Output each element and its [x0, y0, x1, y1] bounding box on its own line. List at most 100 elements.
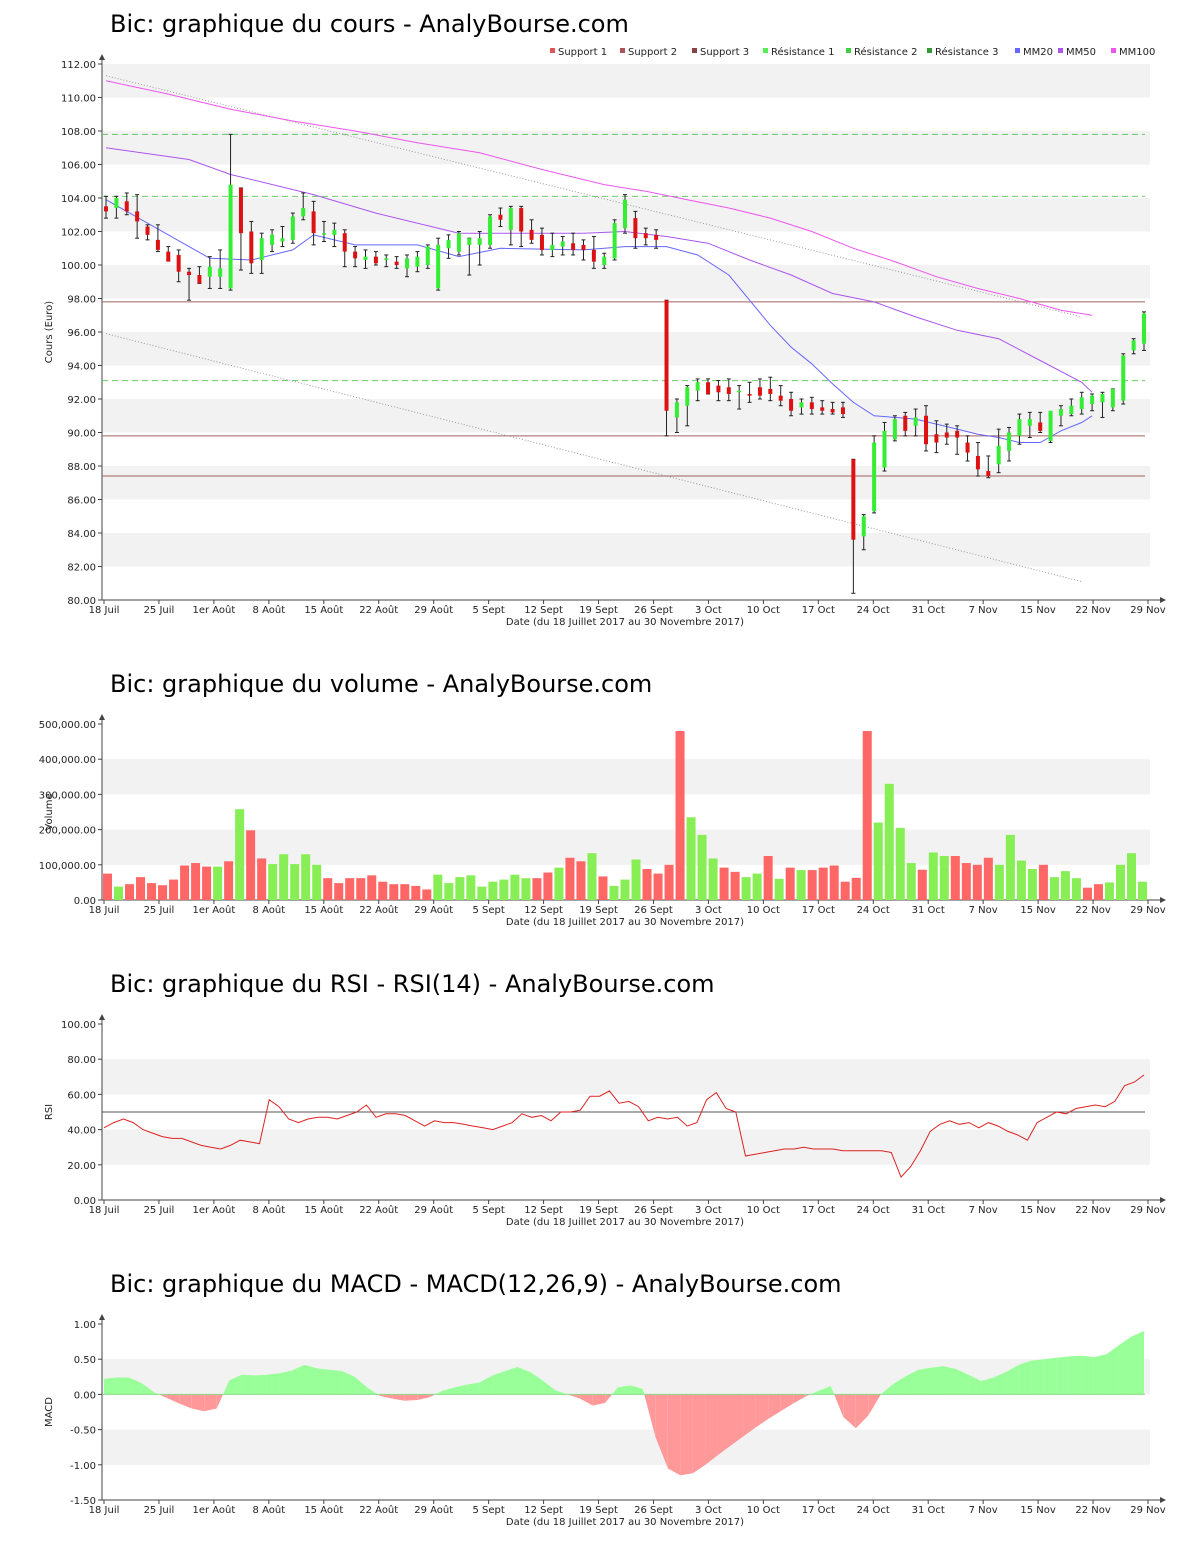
volume-bar	[334, 883, 344, 900]
rsi-xtick-label: 1er Août	[192, 1204, 235, 1216]
legend-swatch	[763, 48, 768, 53]
macd-area-segment	[367, 1387, 378, 1395]
macd-area-segment	[868, 1394, 881, 1416]
price-xtick-label: 10 Oct	[747, 605, 780, 616]
candle-body	[405, 258, 410, 269]
candle-body	[706, 382, 711, 394]
volume-bar	[103, 873, 113, 900]
macd-area-segment	[755, 1394, 769, 1428]
volume-bar	[796, 870, 806, 900]
candle-body	[872, 442, 877, 512]
macd-area-segment	[454, 1384, 468, 1395]
macd-xtick-label: 24 Oct	[857, 1505, 890, 1516]
candle-body	[508, 208, 513, 230]
volume-bar	[444, 883, 454, 900]
volume-bar	[609, 885, 619, 900]
macd-area-segment	[1018, 1360, 1032, 1395]
candle-body	[1142, 313, 1146, 344]
macd-area-segment	[818, 1385, 831, 1395]
volume-bar	[246, 830, 256, 900]
price-ytick-label: 82.00	[67, 563, 96, 574]
candle-body	[1007, 432, 1012, 451]
macd-area-segment	[780, 1394, 794, 1412]
macd-ytick-label: 0.00	[74, 1390, 96, 1401]
macd-area-segment	[204, 1394, 217, 1412]
candle-body	[1131, 340, 1136, 351]
volume-bar	[169, 879, 179, 900]
price-xtick-label: 15 Août	[304, 604, 343, 616]
legend-label: MM20	[1023, 47, 1053, 58]
volume-bar	[224, 861, 234, 900]
volume-bar	[411, 885, 421, 900]
volume-bar	[400, 884, 410, 900]
candle-body	[498, 214, 503, 220]
candle-body	[903, 415, 908, 431]
volume-xtick-label: 29 Août	[414, 904, 453, 916]
volume-y-arrow	[99, 714, 105, 720]
volume-bar	[983, 857, 993, 900]
macd-area-segment	[435, 1390, 443, 1395]
volume-xtick-label: 3 Oct	[695, 905, 722, 916]
candle-body	[892, 419, 897, 440]
volume-bar	[290, 864, 300, 900]
volume-xtick-label: 7 Nov	[969, 905, 998, 916]
candle-body	[934, 434, 939, 443]
rsi-ytick-label: 40.00	[67, 1126, 96, 1137]
macd-area-segment	[743, 1394, 756, 1437]
macd-area-segment	[612, 1387, 618, 1395]
candle-body	[633, 218, 638, 239]
volume-bar	[1071, 878, 1081, 900]
volume-band	[102, 759, 1150, 795]
macd-x-arrow	[1160, 1497, 1166, 1503]
legend-label: MM100	[1119, 47, 1155, 58]
volume-bar	[939, 856, 949, 900]
volume-bar	[620, 879, 630, 900]
candle-body	[114, 198, 119, 209]
candle-body	[654, 234, 659, 240]
macd-area-segment	[158, 1394, 167, 1398]
price-xtick-label: 26 Sept	[634, 605, 673, 616]
price-ytick-label: 88.00	[67, 462, 96, 473]
volume-bar	[301, 854, 311, 900]
price-ytick-label: 100.00	[61, 261, 96, 272]
macd-area-segment	[1131, 1331, 1144, 1395]
macd-xtick-label: 15 Nov	[1020, 1505, 1056, 1516]
rsi-xtick-label: 31 Oct	[912, 1205, 945, 1216]
macd-ytick-label: 0.50	[74, 1355, 96, 1366]
candle-body	[259, 238, 264, 260]
price-band	[102, 533, 1150, 567]
rsi-chart: 0.00 20.00 40.00 60.00 80.00 100.00 18 Juil 25 …	[44, 1014, 1166, 1228]
macd-area-segment	[317, 1368, 330, 1395]
volume-ytick-label: 300,000.00	[39, 790, 96, 801]
macd-xtick-label: 8 Août	[253, 1504, 286, 1516]
rsi-xtick-label: 26 Sept	[634, 1205, 673, 1216]
rsi-xtick-label: 19 Sept	[579, 1205, 618, 1216]
macd-y-axis-label: MACD	[44, 1397, 55, 1427]
volume-bar	[829, 865, 839, 900]
rsi-y-arrow	[99, 1014, 105, 1020]
volume-bar	[1082, 887, 1092, 900]
volume-bar	[323, 878, 333, 900]
rsi-xtick-label: 3 Oct	[695, 1205, 722, 1216]
price-ytick-label: 86.00	[67, 496, 96, 507]
legend-swatch	[620, 48, 625, 53]
candle-body	[539, 234, 544, 250]
candle-body	[602, 256, 607, 265]
macd-area-segment	[1056, 1356, 1069, 1395]
candle-body	[944, 432, 949, 438]
volume-bar	[686, 817, 696, 900]
macd-chart-panel: Bic: graphique du MACD - MACD(12,26,9) -…	[0, 1260, 1200, 1550]
macd-xtick-label: 15 Août	[304, 1504, 343, 1516]
volume-bar	[818, 867, 828, 900]
volume-bar	[1027, 869, 1037, 900]
candle-body	[913, 417, 918, 426]
volume-bar	[1093, 884, 1103, 900]
macd-area-segment	[968, 1374, 982, 1395]
price-xtick-label: 19 Sept	[579, 605, 618, 616]
volume-bar	[807, 870, 817, 900]
candle-body	[664, 300, 669, 411]
volume-xtick-label: 10 Oct	[747, 905, 780, 916]
macd-ytick-label: -1.50	[70, 1496, 96, 1507]
macd-area-segment	[229, 1374, 242, 1395]
legend-label: MM50	[1066, 47, 1096, 58]
